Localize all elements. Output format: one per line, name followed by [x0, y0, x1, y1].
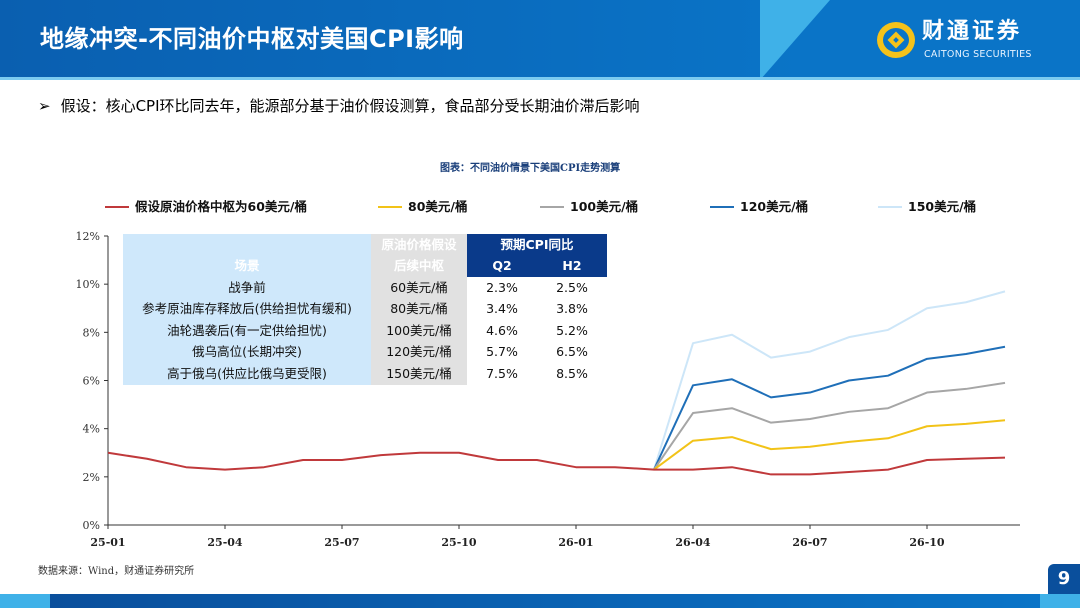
x-tick-label: 25-01	[90, 536, 125, 549]
table-cell: 6.5%	[556, 344, 588, 360]
table-header: H2	[537, 255, 607, 277]
brand-name-cn: 财通证券	[922, 19, 1023, 44]
series-line-3	[653, 345, 1006, 471]
legend-swatch	[540, 206, 564, 208]
legend-item: 假设原油价格中枢为60美元/桶	[105, 199, 307, 215]
page-number: 9	[1048, 564, 1080, 594]
legend-label: 80美元/桶	[408, 199, 468, 214]
line-chart: 0% 2% 4% 6% 8% 10% 12% 25-01 25-04 25-07 25-10 26-0…	[76, 230, 1020, 549]
assumption-text: ➢ 假设：核心CPI环比同去年，能源部分基于油价假设测算，食品部分受长期油价滞后影…	[38, 96, 640, 116]
table-header	[123, 234, 371, 256]
data-source: 数据来源：Wind，财通证券研究所	[38, 566, 195, 577]
table-cell: 2.5%	[556, 279, 588, 295]
table-row: 油轮遇袭后(有一定供给担忧) 100美元/桶 4.6% 5.2%	[123, 320, 607, 342]
table-row: 高于俄乌(供应比俄乌更受限) 150美元/桶 7.5% 8.5%	[123, 363, 607, 385]
y-tick-label: 10%	[76, 278, 100, 291]
table-row: 战争前 60美元/桶 2.3% 2.5%	[123, 277, 607, 299]
table-header-row: 原油价格假设 预期CPI同比	[123, 234, 607, 256]
x-tick-label: 25-10	[441, 536, 477, 549]
legend-label: 120美元/桶	[740, 199, 809, 214]
table-row: 俄乌高位(长期冲突) 120美元/桶 5.7% 6.5%	[123, 341, 607, 363]
legend-item: 120美元/桶	[710, 199, 808, 215]
bullet-arrow-icon: ➢	[38, 97, 51, 115]
x-tick-label: 26-04	[675, 536, 711, 549]
series-line-1	[653, 419, 1006, 471]
table-cell: 俄乌高位(长期冲突)	[123, 341, 371, 363]
table-cell: 100美元/桶	[371, 320, 467, 342]
table-cell: 150美元/桶	[371, 363, 467, 385]
table-cell: 7.5%	[486, 365, 518, 381]
table-row: 参考原油库存释放后(供给担忧有缓和) 80美元/桶 3.4% 3.8%	[123, 298, 607, 320]
chart-legend: 假设原油价格中枢为60美元/桶 80美元/桶 100美元/桶 120美元/桶 150美元…	[0, 199, 1080, 219]
table-cell: 60美元/桶	[371, 277, 467, 299]
table-cell: 8.5%	[556, 365, 588, 381]
table-header: 原油价格假设	[371, 234, 467, 256]
table-cell: 参考原油库存释放后(供给担忧有缓和)	[123, 298, 371, 320]
y-tick-label: 6%	[83, 375, 100, 388]
banner-strip	[0, 77, 1080, 80]
y-tick-label: 8%	[83, 326, 100, 339]
legend-swatch	[105, 206, 129, 208]
banner-slant-decoration	[760, 0, 830, 80]
series-line-2	[653, 381, 1006, 471]
y-tick-label: 12%	[76, 230, 100, 243]
x-tick-label: 26-01	[558, 536, 593, 549]
table-header: 场景	[123, 255, 371, 277]
series-line-4	[653, 290, 1006, 470]
legend-swatch	[710, 206, 734, 208]
table-header-row: 场景 后续中枢 Q2 H2	[123, 255, 607, 277]
legend-item: 100美元/桶	[540, 199, 638, 215]
x-tick-label: 25-07	[324, 536, 359, 549]
banner-background	[0, 0, 800, 80]
table-cell: 5.7%	[486, 344, 518, 360]
caitong-logo-icon	[877, 22, 915, 58]
table-cell: 3.4%	[486, 301, 518, 317]
table-header: 后续中枢	[371, 255, 467, 277]
series-line-0	[107, 451, 1006, 476]
x-tick-label: 25-04	[207, 536, 243, 549]
assumption-body: 假设：核心CPI环比同去年，能源部分基于油价假设测算，食品部分受长期油价滞后影响	[60, 97, 640, 115]
legend-item: 80美元/桶	[378, 199, 467, 215]
table-cell: 油轮遇袭后(有一定供给担忧)	[123, 320, 371, 342]
legend-label: 100美元/桶	[570, 199, 639, 214]
legend-swatch	[378, 206, 402, 208]
table-cell: 3.8%	[556, 301, 588, 317]
chart-title: 图表：不同油价情景下美国CPI走势测算	[440, 163, 621, 174]
brand-name-en: CAITONG SECURITIES	[924, 49, 1032, 60]
table-cell: 战争前	[123, 277, 371, 299]
table-cell: 80美元/桶	[371, 298, 467, 320]
table-cell: 5.2%	[556, 322, 588, 338]
legend-item: 150美元/桶	[878, 199, 976, 215]
footer-bar	[0, 594, 1080, 608]
header-banner: 地缘冲突-不同油价中枢对美国CPI影响 财通证券 CAITONG SECURIT…	[0, 0, 1080, 80]
y-tick-label: 2%	[83, 471, 100, 484]
legend-label: 150美元/桶	[908, 199, 977, 214]
table-cell: 120美元/桶	[371, 341, 467, 363]
x-tick-label: 26-10	[909, 536, 945, 549]
table-header: 预期CPI同比	[467, 234, 607, 256]
y-tick-label: 0%	[83, 519, 100, 532]
table-cell: 4.6%	[486, 322, 518, 338]
table-cell: 高于俄乌(供应比俄乌更受限)	[123, 363, 371, 385]
legend-swatch	[878, 206, 902, 208]
y-tick-label: 4%	[83, 423, 100, 436]
table-cell: 2.3%	[486, 279, 518, 295]
table-header: Q2	[467, 255, 537, 277]
x-tick-label: 26-07	[792, 536, 827, 549]
scenario-table: 原油价格假设 预期CPI同比 场景 后续中枢 Q2 H2 战争前 60美元/桶 2.…	[123, 234, 607, 385]
page-title: 地缘冲突-不同油价中枢对美国CPI影响	[40, 25, 464, 53]
legend-label: 假设原油价格中枢为60美元/桶	[135, 199, 307, 214]
